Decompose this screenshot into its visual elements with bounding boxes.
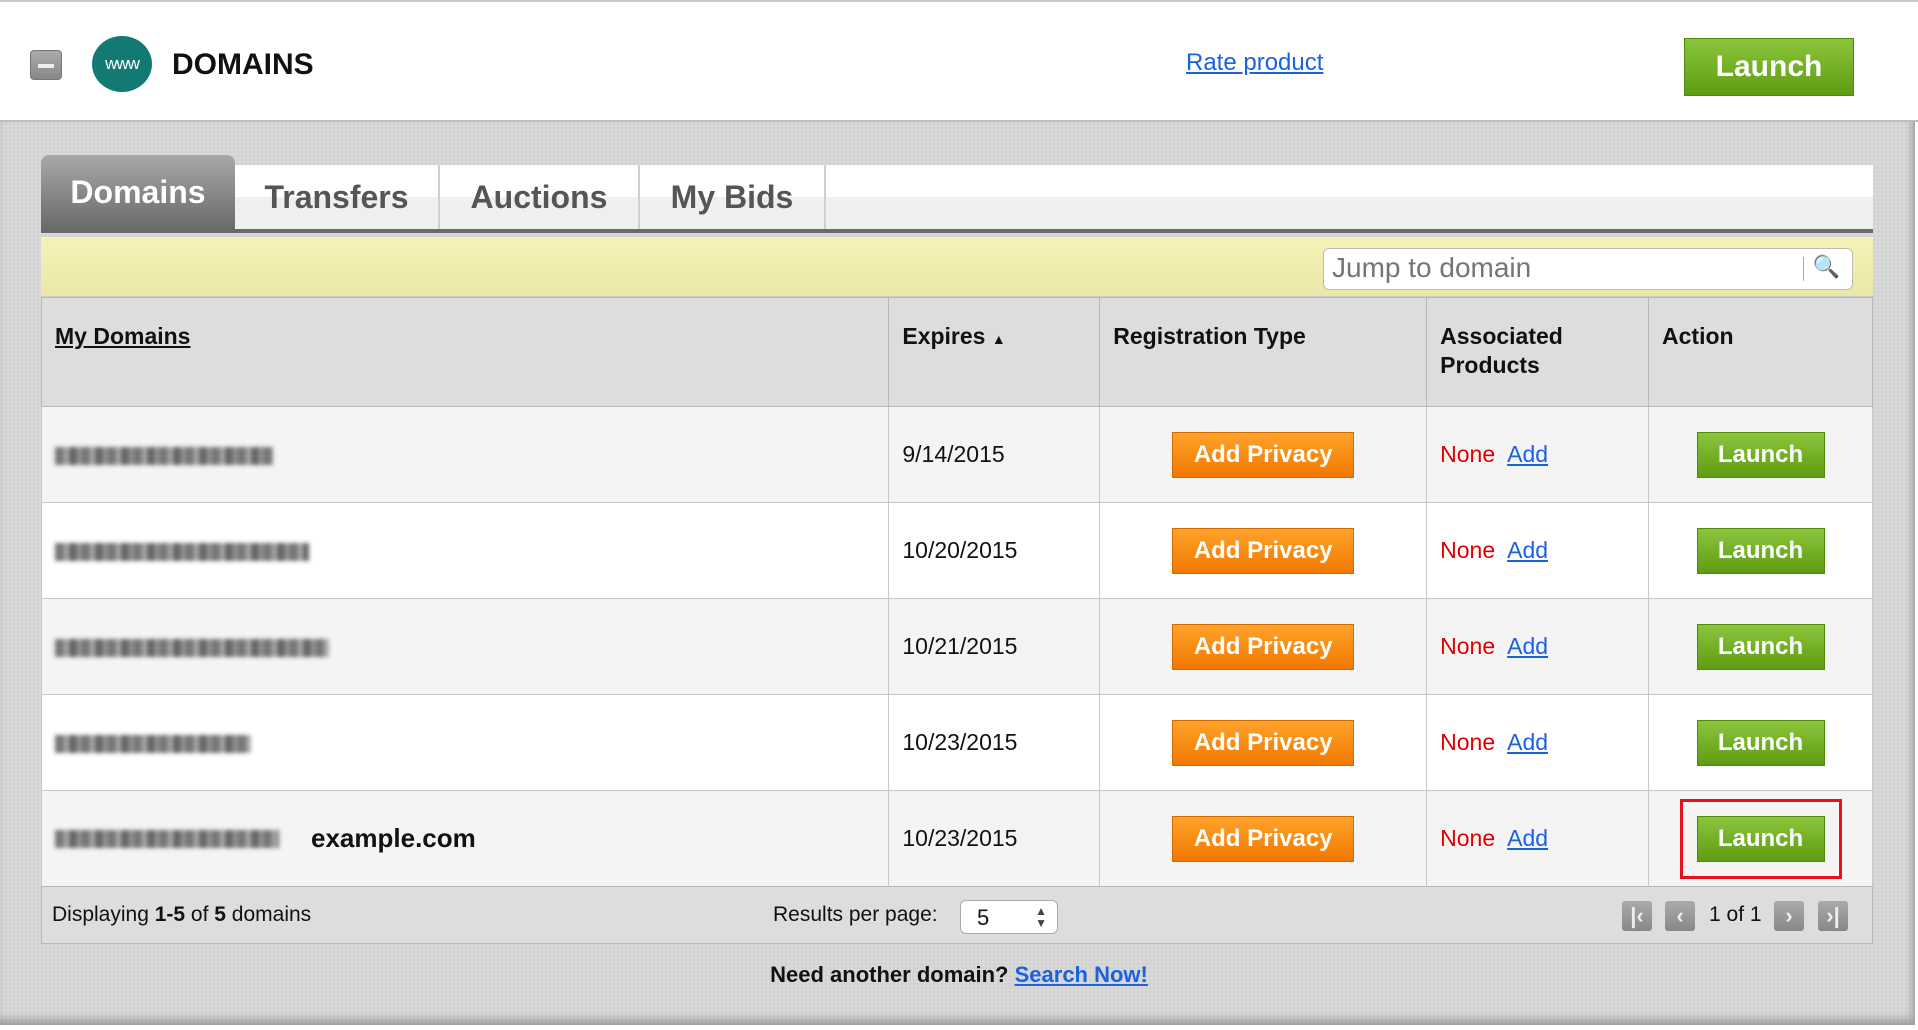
launch-button[interactable]: Launch — [1684, 38, 1854, 96]
www-globe-icon: www — [92, 36, 152, 92]
results-per-page-label: Results per page: — [773, 903, 938, 926]
add-product-link[interactable]: Add — [1507, 729, 1549, 755]
registration-type-header: Registration Type — [1099, 297, 1428, 407]
blurred-domain-name[interactable] — [55, 542, 309, 561]
tab-auctions[interactable]: Auctions — [440, 165, 640, 229]
sort-asc-icon: ▲ — [991, 331, 1006, 347]
table-header: My Domains Expires ▲ Registration Type A… — [40, 297, 1873, 407]
launch-button[interactable]: Launch — [1696, 719, 1825, 766]
associated-none: None — [1440, 537, 1496, 563]
table-row: 10/23/2015 Add Privacy None Add Launch — [40, 694, 1873, 791]
launch-button[interactable]: Launch — [1696, 527, 1825, 574]
select-arrows-icon: ▲ ▼ — [1035, 904, 1047, 930]
associated-none: None — [1440, 825, 1496, 851]
app-header: www DOMAINS Rate product Launch — [0, 0, 1918, 122]
add-product-link[interactable]: Add — [1507, 825, 1549, 851]
domains-table: My Domains Expires ▲ Registration Type A… — [40, 297, 1873, 887]
tab-bar: Domains Transfers Auctions My Bids — [41, 155, 1873, 233]
rate-product-link[interactable]: Rate product — [1186, 49, 1324, 76]
jump-to-domain-field[interactable]: 🔍 — [1323, 248, 1853, 290]
associated-none: None — [1440, 633, 1496, 659]
next-page-icon[interactable]: › — [1774, 901, 1804, 931]
tab-domains[interactable]: Domains — [41, 155, 235, 229]
action-header: Action — [1648, 297, 1873, 407]
table-footer: Displaying 1-5 of 5 domains Results per … — [41, 886, 1873, 944]
blurred-domain-name[interactable] — [55, 734, 251, 753]
table-row: 10/21/2015 Add Privacy None Add Launch — [40, 598, 1873, 695]
add-privacy-button[interactable]: Add Privacy — [1172, 815, 1355, 862]
displaying-count: Displaying 1-5 of 5 domains — [52, 903, 312, 926]
page-info: 1 of 1 — [1709, 903, 1762, 926]
expires-cell: 10/23/2015 — [888, 694, 1101, 791]
table-row: example.com 10/23/2015 Add Privacy None A… — [40, 790, 1873, 887]
expires-cell: 10/21/2015 — [888, 598, 1101, 695]
expires-cell: 10/23/2015 — [888, 790, 1101, 887]
tab-my-bids[interactable]: My Bids — [640, 165, 826, 229]
search-icon[interactable]: 🔍 — [1812, 254, 1840, 279]
associated-products-header: Associated Products — [1426, 297, 1650, 407]
expires-cell: 9/14/2015 — [888, 406, 1101, 503]
my-domains-sort-link[interactable]: My Domains — [55, 323, 191, 349]
expires-label[interactable]: Expires — [902, 323, 986, 349]
jump-to-domain-input[interactable] — [1324, 249, 1794, 287]
blurred-domain-name[interactable] — [55, 829, 279, 848]
associated-none: None — [1440, 729, 1496, 755]
prev-page-icon[interactable]: ‹ — [1665, 901, 1695, 931]
table-row: 9/14/2015 Add Privacy None Add Launch — [40, 406, 1873, 503]
expires-header[interactable]: Expires ▲ — [888, 297, 1101, 407]
table-row: 10/20/2015 Add Privacy None Add Launch — [40, 502, 1873, 599]
search-bar: 🔍 — [41, 237, 1873, 297]
add-product-link[interactable]: Add — [1507, 633, 1549, 659]
add-privacy-button[interactable]: Add Privacy — [1172, 623, 1355, 670]
search-now-link[interactable]: Search Now! — [1014, 962, 1148, 987]
blurred-domain-name[interactable] — [55, 638, 329, 657]
expires-cell: 10/20/2015 — [888, 502, 1101, 599]
blurred-domain-name[interactable] — [55, 446, 273, 465]
page-title: DOMAINS — [172, 48, 314, 81]
collapse-button[interactable] — [30, 50, 62, 80]
first-page-icon[interactable]: |‹ — [1622, 901, 1652, 931]
add-privacy-button[interactable]: Add Privacy — [1172, 431, 1355, 478]
results-per-page-select[interactable]: 5 ▲ ▼ — [960, 900, 1058, 934]
search-prompt-text: Need another domain? — [770, 962, 1015, 987]
add-product-link[interactable]: Add — [1507, 537, 1549, 563]
associated-none: None — [1440, 441, 1496, 467]
search-prompt: Need another domain? Search Now! — [0, 962, 1918, 988]
add-privacy-button[interactable]: Add Privacy — [1172, 719, 1355, 766]
add-product-link[interactable]: Add — [1507, 441, 1549, 467]
tab-transfers[interactable]: Transfers — [235, 165, 440, 229]
last-page-icon[interactable]: ›| — [1818, 901, 1848, 931]
launch-button[interactable]: Launch — [1696, 623, 1825, 670]
add-privacy-button[interactable]: Add Privacy — [1172, 527, 1355, 574]
divider — [1803, 257, 1804, 281]
example-domain-annotation: example.com — [311, 823, 476, 853]
launch-button[interactable]: Launch — [1696, 431, 1825, 478]
launch-button-highlighted[interactable]: Launch — [1679, 798, 1842, 879]
